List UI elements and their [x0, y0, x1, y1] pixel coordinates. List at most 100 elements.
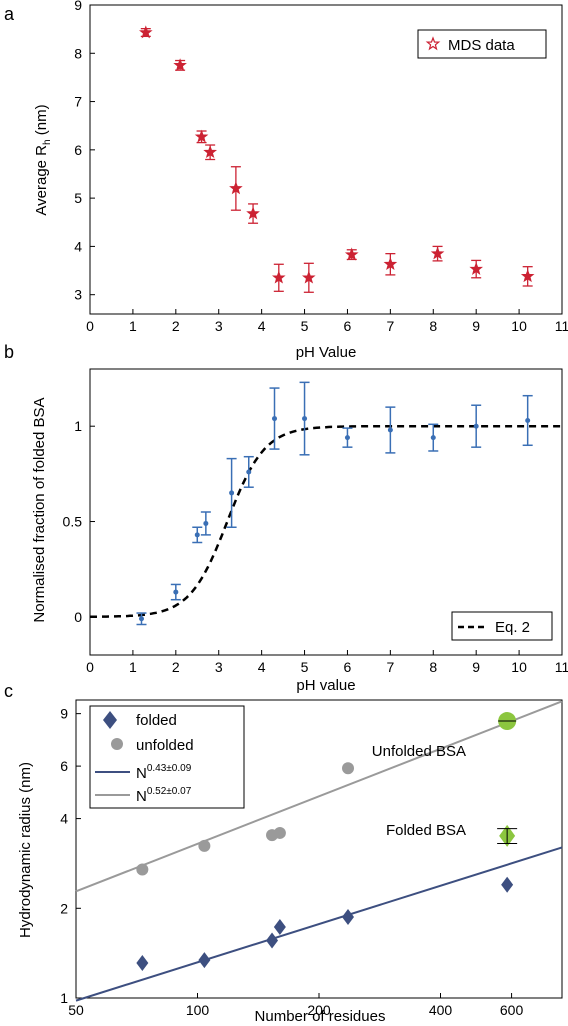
chart-a-point	[272, 270, 286, 284]
chart-a-x-tick-label: 0	[86, 318, 94, 334]
chart-c-y-tick-label: 6	[60, 758, 68, 774]
chart-b-point	[194, 532, 200, 538]
chart-b-legend-label: Eq. 2	[495, 619, 530, 636]
chart-c-x-tick-label: 400	[429, 1002, 453, 1018]
panel-label-c: c	[4, 681, 13, 701]
chart-b-point	[344, 435, 350, 441]
chart-a-point	[469, 261, 483, 275]
chart-a-y-axis-label: Average Rh (nm)	[33, 104, 53, 215]
chart-b-x-tick-label: 3	[215, 659, 223, 675]
chart-c-folded-point	[501, 876, 514, 893]
chart-b-x-axis-label: pH value	[296, 677, 355, 694]
chart-b-point	[302, 416, 308, 422]
chart-a-x-tick-label: 7	[386, 318, 394, 334]
chart-a-point	[229, 181, 243, 195]
chart-c-folded-point	[266, 932, 279, 949]
chart-b-x-tick-label: 1	[129, 659, 137, 675]
chart-c-legend: folded unfolded N0.43±0.09 N0.52±0.07	[89, 705, 245, 809]
chart-b-legend: Eq. 2	[451, 611, 553, 641]
chart-a-legend-box	[417, 29, 547, 59]
chart-c-legend-unfolded-label: unfolded	[136, 737, 194, 754]
chart-c-unfolded-point	[198, 839, 211, 852]
chart-b-frame	[89, 368, 563, 656]
chart-c-folded-bsa-label: Folded BSA	[386, 822, 466, 839]
chart-c-y-tick-label: 9	[60, 706, 68, 722]
chart-a-y-tick-label: 4	[74, 238, 82, 254]
chart-c-folded-point	[342, 908, 355, 925]
chart-c-x-tick-label: 50	[68, 1002, 84, 1018]
panel-label-a: a	[4, 4, 15, 24]
chart-c-fit-folded	[75, 846, 563, 1002]
chart-a-y-tick-label: 3	[74, 287, 82, 303]
chart-b-x-tick-label: 7	[386, 659, 394, 675]
chart-b-x-tick-label: 2	[172, 659, 180, 675]
chart-b-y-tick-label: 1	[74, 418, 82, 434]
chart-b-x-tick-label: 10	[511, 659, 527, 675]
chart-c-x-tick-label: 600	[500, 1002, 524, 1018]
chart-a-point	[194, 129, 209, 143]
chart-a-legend-marker	[425, 36, 441, 51]
chart-a-frame	[89, 4, 563, 315]
chart-b-x-tick-label: 8	[429, 659, 437, 675]
chart-a-point	[430, 246, 445, 260]
chart-a-x-tick-label: 4	[258, 318, 266, 334]
chart-b-x-tick-label: 9	[472, 659, 480, 675]
chart-c-unfolded-point	[273, 826, 286, 839]
chart-c-x-axis-label: Number of residues	[255, 1008, 386, 1025]
chart-c-legend-unfolded-marker	[111, 738, 123, 750]
chart-c-folded-point	[136, 955, 149, 972]
chart-c-legend-fit1-label: N0.43±0.09	[136, 763, 192, 782]
chart-b-point	[525, 417, 531, 423]
chart-a-x-tick-label: 2	[172, 318, 180, 334]
chart-a-y-tick-label: 6	[74, 142, 82, 158]
chart-b-point	[387, 427, 393, 433]
chart-a: 0 1 2 3 4 5 6 7 8 9 10 11 3 4 5 6 7 8 9 pH Value Average R…	[33, 0, 568, 361]
chart-a-point	[203, 145, 218, 159]
chart-b-y-tick-label: 0	[74, 609, 82, 625]
chart-c-legend-folded-label: folded	[136, 712, 177, 729]
chart-b-fit-curve	[90, 424, 562, 618]
chart-c-unfolded-bsa-label: Unfolded BSA	[372, 743, 466, 760]
chart-a-x-tick-label: 10	[511, 318, 527, 334]
chart-b-point	[138, 616, 144, 622]
chart-c-folded-point	[273, 919, 286, 936]
chart-a-x-axis-label: pH Value	[296, 344, 357, 361]
chart-c-y-tick-label: 4	[60, 811, 68, 827]
chart-b-point	[430, 435, 436, 441]
chart-b-point	[473, 423, 479, 429]
chart-a-x-tick-label: 11	[555, 318, 568, 334]
chart-a-x-tick-label: 3	[215, 318, 223, 334]
chart-b: 0 1 2 3 4 5 6 7 8 9 10 11 0 0.5 1 pH value Normalised …	[31, 368, 568, 694]
chart-a-point	[246, 206, 260, 220]
chart-c-x-tick-label: 200	[307, 1002, 331, 1018]
chart-a-x-tick-label: 6	[344, 318, 352, 334]
chart-a-point	[302, 270, 316, 284]
chart-a-x-tick-label: 8	[429, 318, 437, 334]
chart-a-y-tick-label: 9	[74, 0, 82, 13]
chart-b-x-tick-label: 0	[86, 659, 94, 675]
chart-c-y-tick-label: 2	[60, 900, 68, 916]
chart-a-point	[344, 247, 359, 261]
chart-c-unfolded-point	[136, 863, 149, 876]
chart-a-legend-label: MDS data	[448, 37, 515, 54]
chart-b-x-tick-label: 11	[555, 659, 568, 675]
chart-a-point	[383, 257, 398, 271]
chart-c: 50 100 200 400 600 1 2 4 6 9 Number of residues H…	[17, 699, 563, 1025]
chart-c-y-tick-label: 1	[60, 990, 68, 1006]
chart-a-x-tick-label: 9	[472, 318, 480, 334]
chart-c-x-tick-label: 100	[186, 1002, 210, 1018]
chart-c-legend-fit2-label: N0.52±0.07	[136, 786, 192, 805]
chart-a-point	[173, 58, 187, 72]
chart-c-y-axis-label: Hydrodynamic radius (nm)	[17, 762, 34, 938]
chart-b-x-tick-label: 6	[344, 659, 352, 675]
chart-a-y-tick-label: 5	[74, 190, 82, 206]
chart-a-y-tick-label: 8	[74, 45, 82, 61]
chart-b-point	[203, 520, 209, 526]
chart-c-fit-unfolded	[75, 700, 563, 893]
chart-a-point	[139, 25, 153, 39]
chart-a-x-tick-label: 1	[129, 318, 137, 334]
chart-a-x-tick-label: 5	[301, 318, 309, 334]
chart-a-legend: MDS data	[417, 29, 547, 59]
chart-b-point	[173, 589, 179, 595]
